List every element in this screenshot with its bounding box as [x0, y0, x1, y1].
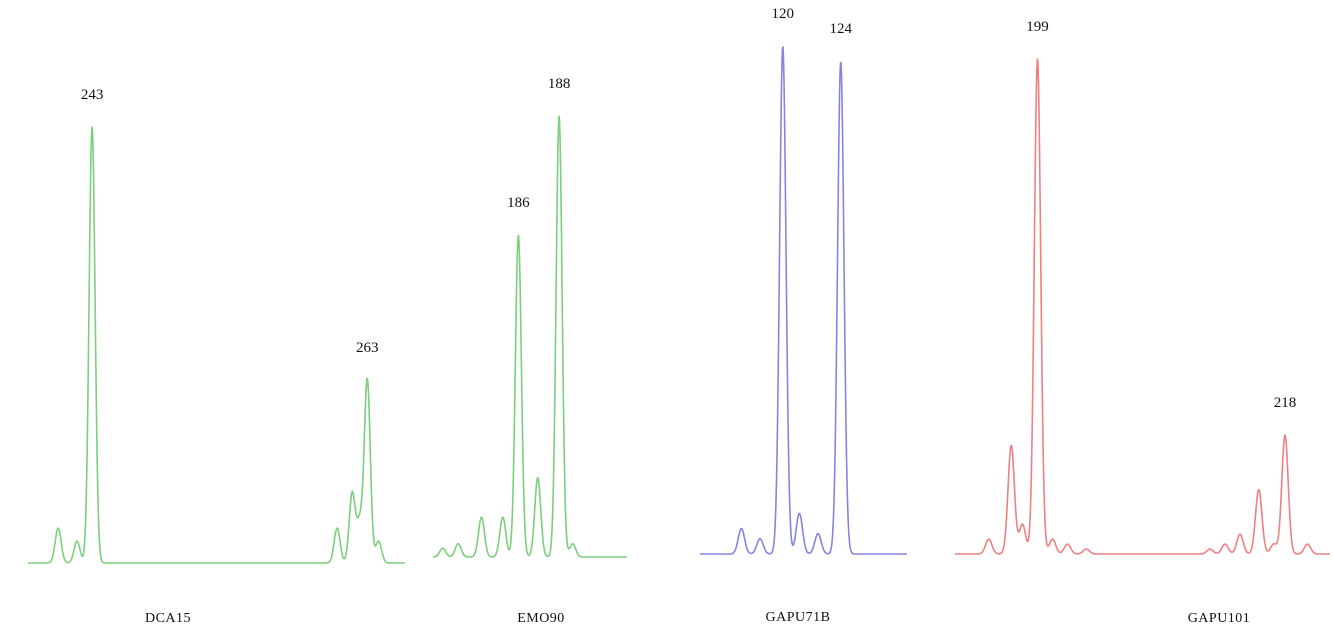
- peak-label: 186: [507, 195, 530, 211]
- panel-gapu101: 199 218 GAPU101: [954, 19, 1331, 626]
- trace-emo90: [432, 115, 628, 558]
- trace-gapu71b: [699, 46, 908, 555]
- peak-label: 199: [1026, 19, 1049, 35]
- panel-emo90: 186 188 EMO90: [432, 76, 628, 626]
- marker-label: GAPU71B: [766, 610, 831, 625]
- panels-layer: 243 263 DCA15 186 188 EMO90 120 124 GAPU71B 199 21…: [27, 6, 1331, 626]
- marker-label: EMO90: [517, 611, 565, 626]
- marker-label: DCA15: [145, 611, 191, 626]
- peak-label: 188: [548, 76, 571, 92]
- trace-dca15: [27, 126, 406, 564]
- marker-label: GAPU101: [1188, 611, 1251, 626]
- panel-dca15: 243 263 DCA15: [27, 87, 406, 626]
- peak-label: 124: [830, 21, 853, 37]
- peak-label: 218: [1274, 395, 1297, 411]
- peak-label: 120: [772, 6, 795, 22]
- peak-label: 243: [81, 87, 104, 103]
- trace-gapu101: [954, 58, 1331, 555]
- peak-label: 263: [356, 340, 379, 356]
- panel-gapu71b: 120 124 GAPU71B: [699, 6, 908, 625]
